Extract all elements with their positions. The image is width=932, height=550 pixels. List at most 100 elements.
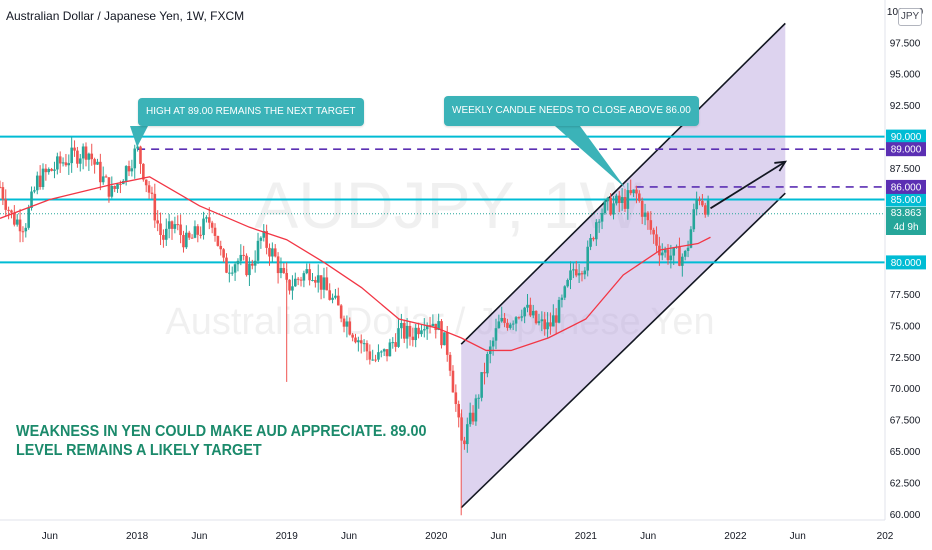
candle-body [440, 321, 443, 346]
candle-body [279, 267, 283, 274]
candle-body [457, 404, 461, 418]
candle-body [276, 256, 280, 274]
candle-body [354, 337, 357, 343]
x-tick-label: 202 [877, 531, 894, 542]
y-tick-label: 60.000 [890, 510, 921, 521]
x-tick-label: 2019 [276, 531, 299, 542]
candle-body [600, 213, 604, 222]
candle-body [689, 229, 693, 248]
candle-body [557, 299, 561, 323]
candle-body [678, 246, 681, 266]
candle-body [13, 212, 16, 225]
candle-body [328, 290, 331, 300]
last-price-badge: 83.863 [886, 206, 926, 221]
candle-body [0, 186, 2, 188]
candle-body [127, 166, 131, 172]
candle-body [228, 272, 231, 274]
candle-body [603, 201, 607, 214]
candle-body [672, 247, 676, 256]
analysis-note: WEAKNESS IN YEN COULD MAKE AUD APPRECIAT… [16, 422, 426, 460]
candle-body [431, 323, 435, 327]
candle-body [397, 328, 400, 347]
candle-body [242, 254, 245, 256]
y-tick-label: 95.000 [890, 70, 921, 81]
candle-body [147, 185, 151, 193]
candle-body [116, 183, 119, 189]
candle-body [706, 200, 710, 215]
level-tag-bg [886, 192, 926, 207]
analysis-note-line-1: WEAKNESS IN YEN COULD MAKE AUD APPRECIAT… [16, 423, 427, 440]
candle-body [543, 319, 547, 330]
candle-body [612, 203, 615, 215]
candle-body [686, 247, 690, 251]
candle-body [405, 325, 409, 339]
candle-body [448, 354, 452, 371]
candle-body [202, 218, 205, 236]
candle-body [156, 220, 159, 224]
candle-body [552, 315, 555, 327]
candle-body [38, 175, 42, 188]
candle-body [216, 235, 220, 246]
candle-body [523, 307, 526, 317]
candle-body [466, 424, 469, 445]
callout-pointer-target [130, 126, 148, 148]
candle-body [18, 219, 22, 232]
candle-body [477, 397, 481, 399]
candle-body [500, 317, 504, 322]
candle-body [638, 193, 641, 201]
y-tick-label: 77.500 [890, 290, 921, 301]
currency-label[interactable]: JPY [898, 8, 922, 26]
candle-body [308, 269, 311, 281]
candle-body [325, 277, 329, 291]
candle-body [480, 372, 483, 398]
candle-body [549, 322, 552, 327]
candle-body [592, 237, 595, 240]
candle-body [391, 342, 395, 344]
candle-body [170, 221, 174, 229]
candle-body [104, 176, 108, 178]
candle-body [357, 340, 360, 343]
level-tag-86.000: 86.000 [891, 182, 922, 193]
y-tick-label: 62.500 [890, 479, 921, 490]
y-tick-label: 97.500 [890, 38, 921, 49]
candle-body [445, 332, 449, 355]
countdown-badge: 4d 9h [886, 220, 926, 235]
candle-body [423, 329, 426, 331]
candle-body [222, 249, 225, 258]
candle-body [649, 220, 653, 230]
channel-upper-line [460, 22, 786, 345]
candle-body [1, 187, 5, 200]
candle-body [47, 168, 51, 173]
candle-body [4, 199, 8, 210]
candle-body [291, 286, 294, 291]
candle-body [319, 275, 323, 290]
x-tick-label: Jun [790, 531, 806, 542]
candle-body [574, 269, 578, 276]
candle-body [577, 273, 581, 276]
candle-body [265, 230, 268, 248]
x-tick-label: Jun [42, 531, 58, 542]
analysis-note-line-2: LEVEL REMAINS A LIKELY TARGET [16, 442, 262, 459]
candle-body [199, 234, 202, 236]
candle-body [546, 322, 549, 330]
candle-body [388, 342, 392, 357]
candle-body [196, 226, 200, 235]
candle-body [153, 193, 157, 221]
candle-body [554, 315, 558, 323]
candle-body [626, 190, 630, 209]
y-tick-label: 67.500 [890, 416, 921, 427]
candle-body [70, 147, 73, 164]
candle-body [248, 263, 251, 276]
candle-body [537, 321, 541, 324]
candle-body [666, 249, 670, 261]
candle-body [73, 147, 76, 151]
candle-body [443, 332, 446, 346]
candle-body [124, 166, 128, 181]
candle-body [583, 270, 587, 275]
x-tick-label: 2022 [724, 531, 747, 542]
level-tag-85.000: 85.000 [891, 195, 922, 206]
candle-body [486, 354, 489, 374]
candle-body [483, 372, 486, 374]
candle-body [698, 199, 701, 202]
